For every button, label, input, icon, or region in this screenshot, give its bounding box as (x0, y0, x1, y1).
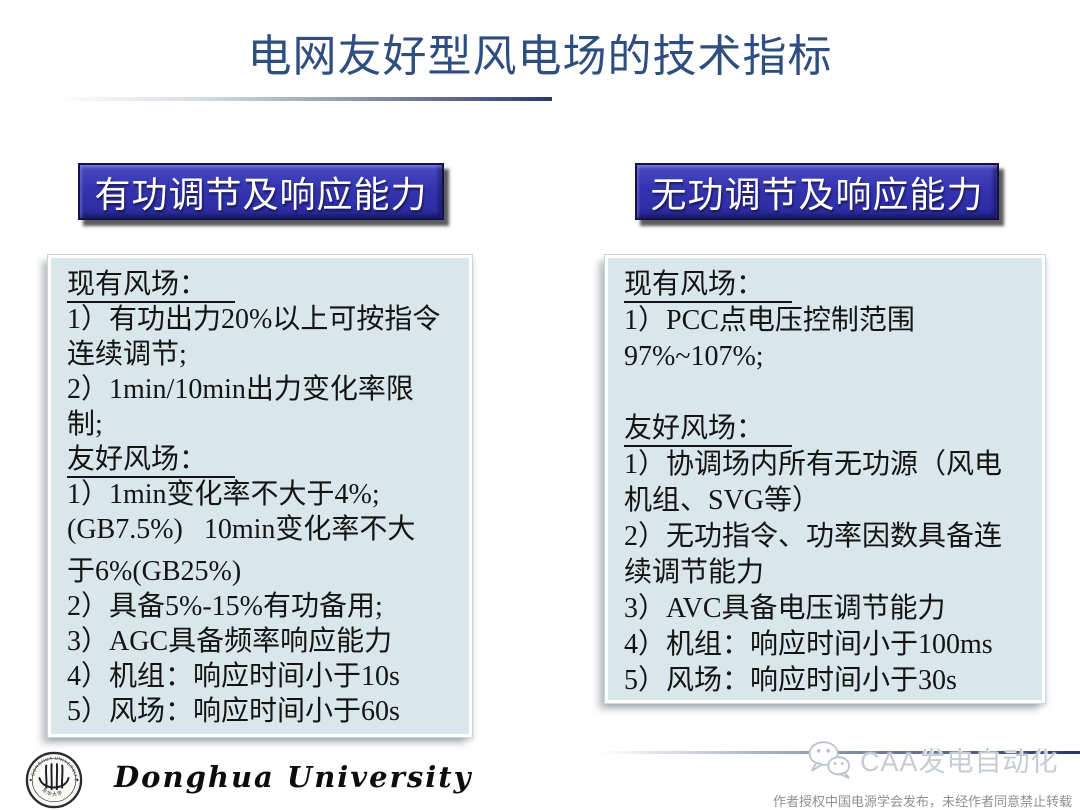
text-line: 3）AGC具备频率响应能力 (67, 626, 393, 657)
text-line: 1）1min变化率不大于4%; (67, 479, 380, 510)
text-line: 机组、SVG等） (624, 485, 821, 516)
text-line: 于6%(GB25%) (67, 556, 242, 587)
text-line: 3）AVC具备电压调节能力 (624, 593, 946, 624)
text-line: 连续调节; (67, 339, 187, 370)
text-line: 现有风场： (624, 267, 1032, 303)
reactive-power-header-box: 无功调节及响应能力 (635, 163, 999, 220)
text-line: 友好风场： (67, 442, 459, 478)
text-line: 友好风场： (624, 411, 1032, 447)
wechat-watermark: CAA发电自动化 (806, 739, 1059, 779)
text-line: (GB7.5%) 10min变化率不大 (67, 514, 416, 545)
copyright-disclaimer: 作者授权中国电源学会发布，未经作者同意禁止转载 (772, 794, 1072, 809)
donghua-university-seal-logo: DONGHUA UNIVERSITY 东华大学 (25, 751, 83, 809)
active-power-header-label: 有功调节及响应能力 (94, 174, 428, 215)
page-title: 电网友好型风电场的技术指标 (247, 32, 833, 81)
university-name-text: Donghua University (114, 760, 473, 794)
seal-center-mark (38, 763, 70, 791)
text-line (624, 375, 1032, 411)
wechat-icon (808, 741, 850, 779)
title-underline-rule (52, 97, 552, 101)
text-line: 制; (67, 409, 103, 440)
text-line: 5）风场：响应时间小于30s (624, 665, 957, 696)
text-line: 1）有功出力20%以上可按指令 (67, 304, 441, 335)
active-power-header-box: 有功调节及响应能力 (78, 163, 444, 220)
text-line: 4）机组：响应时间小于10s (67, 661, 400, 692)
active-power-content-box: 现有风场： 1）有功出力20%以上可按指令 连续调节; 2）1min/10min出力变… (48, 255, 472, 737)
reactive-power-header-label: 无功调节及响应能力 (650, 174, 984, 215)
text-line: 1）协调场内所有无功源（风电 (624, 449, 1003, 480)
text-line: 2）无功指令、功率因数具备连 (624, 521, 1003, 552)
seal-rim-bottom-text: 东华大学 (40, 787, 63, 799)
text-line: 现有风场： (67, 267, 459, 303)
watermark-text: CAA发电自动化 (860, 746, 1059, 777)
text-line: 2）1min/10min出力变化率限 (67, 374, 414, 405)
text-line: 2）具备5%-15%有功备用; (67, 591, 383, 622)
text-line: 97%~107%; (624, 341, 764, 372)
text-line: 续调节能力 (624, 557, 765, 588)
reactive-power-content-box: 现有风场： 1）PCC点电压控制范围 97%~107%; 友好风场： 1）协调场内所有… (605, 255, 1045, 703)
text-line: 5）风场：响应时间小于60s (67, 696, 400, 727)
svg-text:东华大学: 东华大学 (40, 787, 64, 799)
text-line: 4）机组：响应时间小于100ms (624, 629, 993, 660)
text-line: 1）PCC点电压控制范围 (624, 305, 915, 336)
footer-divider-rule (598, 751, 1080, 754)
